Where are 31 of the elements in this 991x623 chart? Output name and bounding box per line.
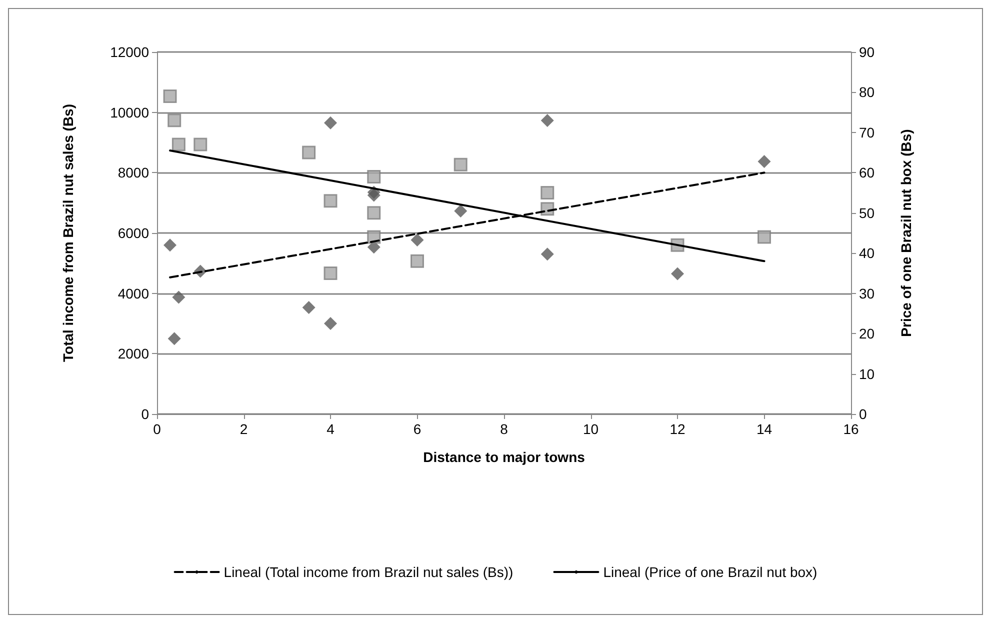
x-tick-label: 14 [756,421,772,437]
x-tick-label: 2 [240,421,248,437]
y2-tick-label: 70 [859,124,875,140]
y2-tick-label: 30 [859,285,875,302]
legend-label: Lineal (Price of one Brazil nut box) [603,564,818,580]
y-tick-label: 2000 [118,346,150,362]
y-tick-label: 8000 [118,164,150,181]
y2-axis-title: Price of one Brazil nut box (Bs) [898,129,914,337]
x-tick-label: 12 [670,421,686,437]
y-tick-label: 12000 [110,44,150,60]
y2-tick-label: 20 [859,326,875,342]
y2-tick-label: 50 [859,204,875,221]
x-tick-label: 10 [582,421,599,437]
y2-tick-label: 10 [859,366,875,382]
x-axis-title: Distance to major towns [423,449,586,465]
y-tick-label: 0 [141,406,150,422]
x-tick-label: 4 [326,421,335,437]
x-tick-label: 8 [500,421,508,437]
y-axis-title: Total income from Brazil nut sales (Bs) [60,104,76,362]
y-tick-label: 6000 [118,225,150,241]
y2-tick-label: 0 [859,406,867,422]
y-tick-label: 10000 [110,104,150,120]
y2-tick-label: 60 [859,164,875,181]
y2-tick-label: 40 [859,245,875,262]
y2-tick-label: 90 [859,44,875,60]
x-tick-label: 0 [153,421,162,437]
y-tick-label: 4000 [118,285,150,302]
x-tick-label: 16 [843,421,859,437]
legend-label: Lineal (Total income from Brazil nut sales (Bs)) [224,564,514,580]
x-tick-label: 6 [413,421,422,437]
y2-tick-label: 80 [859,84,875,100]
